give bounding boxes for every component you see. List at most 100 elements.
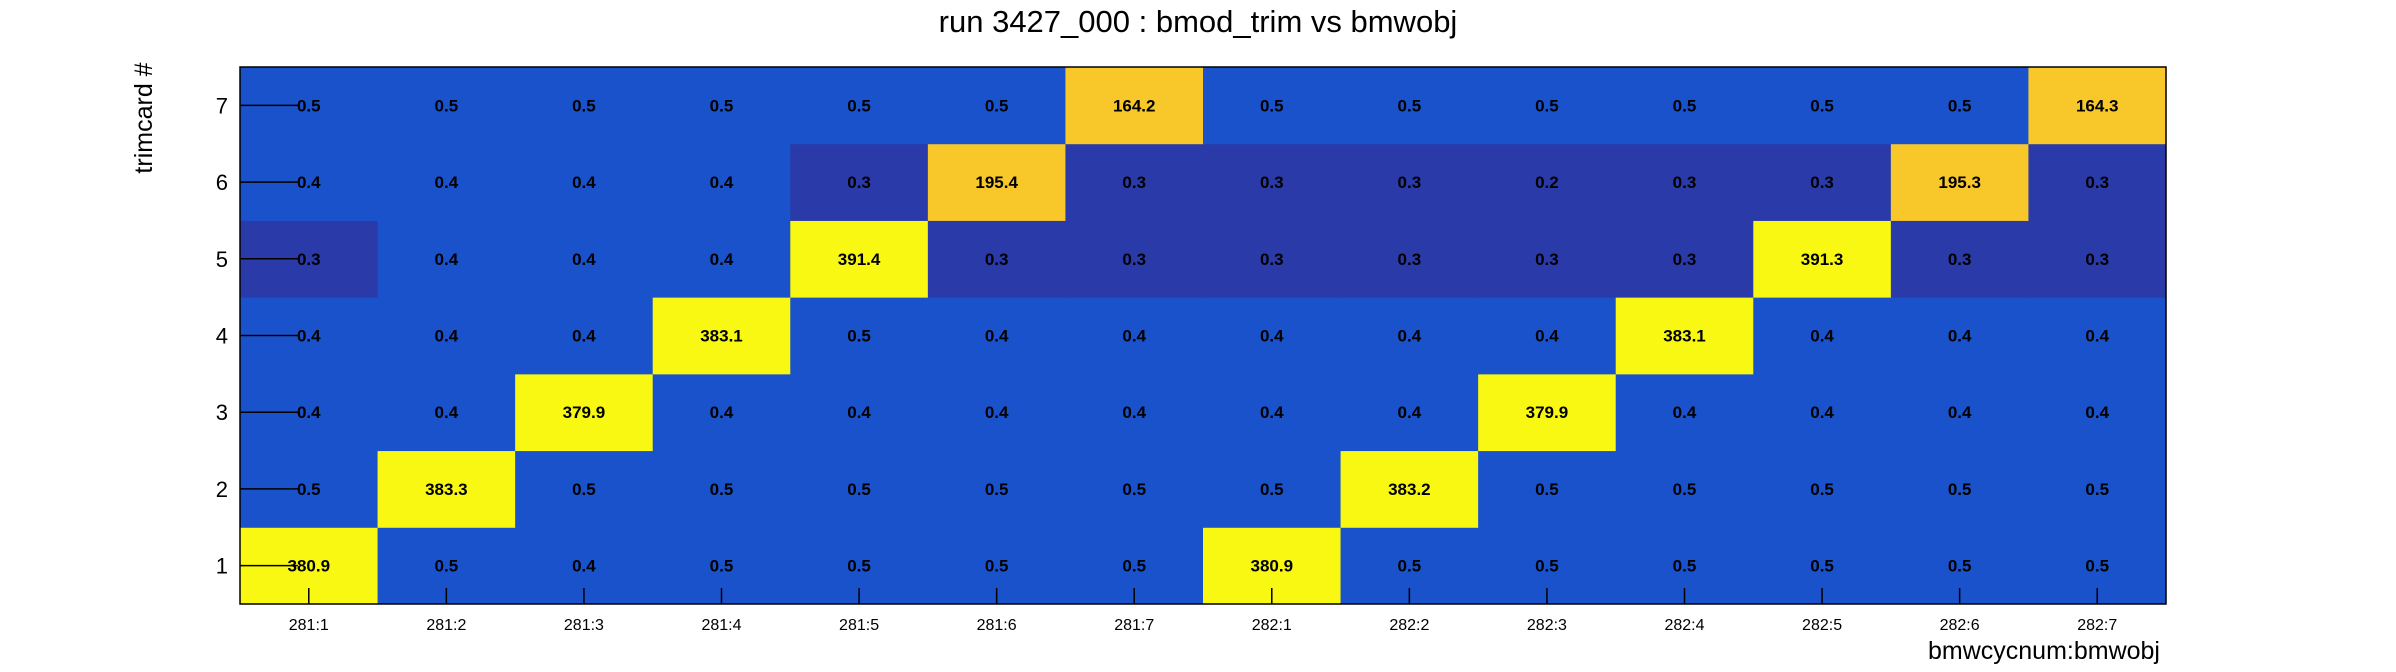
heatmap-cell xyxy=(1203,143,1342,221)
x-tick-label: 282:7 xyxy=(2077,617,2117,634)
heatmap-cell xyxy=(1753,297,1892,375)
cell-value-label: 383.1 xyxy=(1663,327,1706,346)
cell-value-label: 383.2 xyxy=(1388,480,1431,499)
cell-value-label: 0.4 xyxy=(2085,403,2109,422)
heatmap-cell xyxy=(2028,373,2167,452)
x-axis: 281:1 281:2 281:3 281:4 281:5 281:6 281:7 282:1… xyxy=(289,588,2117,634)
cell-value-label: 0.3 xyxy=(1398,173,1422,192)
cell-value-label: 0.3 xyxy=(1260,173,1284,192)
cell-value-label: 0.4 xyxy=(1260,403,1284,422)
x-tick-label: 281:1 xyxy=(289,617,329,634)
heatmap-cell xyxy=(1615,67,1754,145)
heatmap-cell xyxy=(1478,297,1617,375)
heatmap-cell xyxy=(377,450,516,528)
heatmap-cell xyxy=(652,143,791,221)
cell-value-label: 0.5 xyxy=(847,480,871,499)
cell-value-label: 0.5 xyxy=(572,480,596,499)
cell-value-label: 0.4 xyxy=(985,403,1009,422)
heatmap-cell xyxy=(1890,373,2029,452)
cell-value-label: 0.4 xyxy=(435,173,459,192)
cell-value-label: 0.5 xyxy=(847,327,871,346)
x-tick-label: 282:5 xyxy=(1802,617,1842,634)
cell-value-label: 0.3 xyxy=(985,250,1009,269)
heatmap-cell xyxy=(1890,143,2029,221)
cell-value-label: 0.4 xyxy=(435,327,459,346)
cell-value-label: 0.3 xyxy=(1810,173,1834,192)
cell-value-label: 0.5 xyxy=(2085,557,2109,576)
cell-value-label: 0.4 xyxy=(297,173,321,192)
heatmap-cell xyxy=(1203,297,1342,375)
cell-value-label: 0.5 xyxy=(1122,480,1146,499)
cell-value-label: 0.4 xyxy=(572,250,596,269)
cell-value-label: 0.4 xyxy=(1122,327,1146,346)
heatmap-cell xyxy=(1065,373,1204,452)
cell-value-label: 0.5 xyxy=(985,96,1009,115)
heatmap-cell xyxy=(927,220,1066,298)
heatmap-cell xyxy=(652,373,791,452)
cell-value-label: 0.5 xyxy=(1810,96,1834,115)
cell-value-label: 0.5 xyxy=(1673,96,1697,115)
cell-value-label: 0.5 xyxy=(1810,480,1834,499)
heatmap-cell xyxy=(1065,143,1204,221)
heatmap-cell xyxy=(515,450,654,528)
heatmap-cell xyxy=(1478,67,1617,145)
x-tick-label: 282:3 xyxy=(1527,617,1567,634)
cell-value-label: 0.5 xyxy=(297,96,321,115)
heatmap-cell xyxy=(652,297,791,375)
cell-value-label: 0.4 xyxy=(297,327,321,346)
heatmap-cell xyxy=(1340,220,1479,298)
heatmap-cell xyxy=(1203,450,1342,528)
heatmap-cell xyxy=(515,297,654,375)
cell-value-label: 380.9 xyxy=(1251,557,1294,576)
x-tick-label: 281:4 xyxy=(701,617,741,634)
cell-value-label: 0.5 xyxy=(1398,96,1422,115)
cell-value-label: 0.4 xyxy=(2085,327,2109,346)
heatmap-cell xyxy=(652,220,791,298)
x-tick-label: 281:2 xyxy=(426,617,466,634)
heatmap-cell xyxy=(515,67,654,145)
heatmap-cell xyxy=(377,67,516,145)
cell-value-label: 0.5 xyxy=(710,480,734,499)
heatmap-cell xyxy=(790,143,929,221)
cell-value-label: 0.4 xyxy=(1398,327,1422,346)
cell-value-label: 0.4 xyxy=(1260,327,1284,346)
x-tick-label: 282:2 xyxy=(1389,617,1429,634)
cell-value-label: 0.5 xyxy=(1535,480,1559,499)
cell-value-label: 0.5 xyxy=(2085,480,2109,499)
cell-value-label: 0.5 xyxy=(985,480,1009,499)
heatmap-cell xyxy=(652,67,791,145)
cell-value-label: 0.4 xyxy=(297,403,321,422)
cell-value-label: 0.5 xyxy=(1398,557,1422,576)
cell-value-label: 0.3 xyxy=(1673,250,1697,269)
cell-value-label: 0.3 xyxy=(1673,173,1697,192)
x-tick-label: 282:1 xyxy=(1252,617,1292,634)
heatmap-cell xyxy=(652,450,791,528)
cell-value-label: 0.4 xyxy=(847,403,871,422)
heatmap-cell xyxy=(2028,297,2167,375)
cell-value-label: 195.3 xyxy=(1938,173,1981,192)
cell-value-label: 0.3 xyxy=(1398,250,1422,269)
heatmap-cell xyxy=(1615,373,1754,452)
x-tick-label: 281:6 xyxy=(977,617,1017,634)
cell-value-label: 391.3 xyxy=(1801,250,1844,269)
cell-value-label: 0.5 xyxy=(572,96,596,115)
heatmap-cell xyxy=(1340,297,1479,375)
cell-value-label: 0.4 xyxy=(572,557,596,576)
cell-value-label: 380.9 xyxy=(288,557,331,576)
cell-value-label: 0.5 xyxy=(1535,557,1559,576)
cell-value-label: 0.3 xyxy=(847,173,871,192)
cell-value-label: 0.4 xyxy=(710,173,734,192)
cell-value-label: 0.5 xyxy=(435,557,459,576)
heatmap-cell xyxy=(1340,373,1479,452)
heatmap-cell xyxy=(1340,450,1479,528)
y-tick-label: 7 xyxy=(216,93,228,118)
cell-value-label: 0.4 xyxy=(572,327,596,346)
heatmap-cell xyxy=(2028,143,2167,221)
cell-value-label: 0.5 xyxy=(710,96,734,115)
heatmap-cell xyxy=(1065,450,1204,528)
x-tick-label: 281:5 xyxy=(839,617,879,634)
chart-title: run 3427_000 : bmod_trim vs bmwobj xyxy=(939,4,1458,39)
y-axis-title: trimcard # xyxy=(130,62,158,173)
heatmap-cell xyxy=(1065,220,1204,298)
